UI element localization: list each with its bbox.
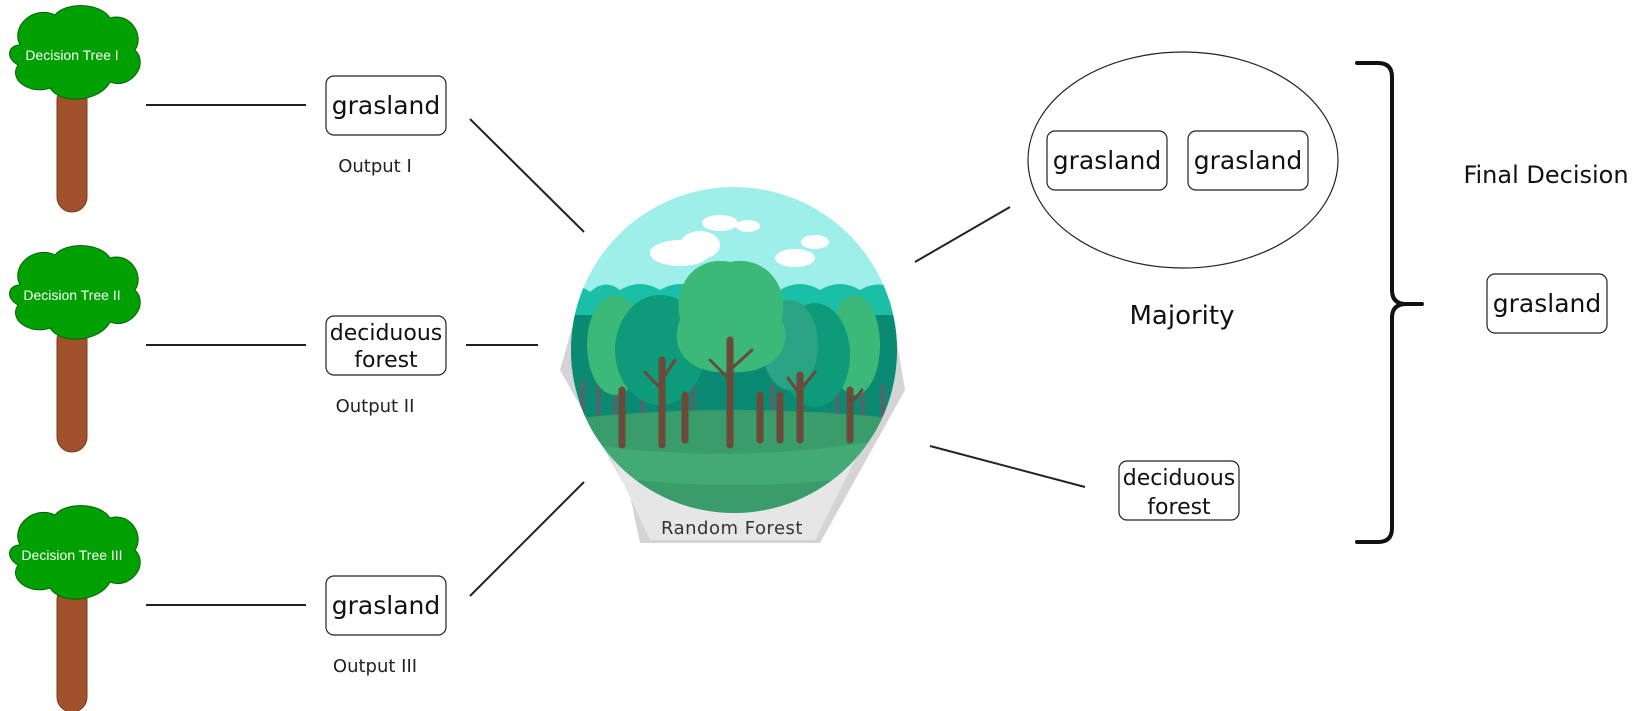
output-value-line-2: forest (354, 348, 418, 373)
output-value: grasland (332, 91, 440, 120)
output-2: deciduous forest Output II (325, 315, 447, 417)
decision-tree-2: Decision Tree II (9, 245, 141, 453)
tree-crown (9, 5, 141, 100)
output-caption: Output II (336, 396, 415, 417)
minority-value-line-2: forest (1147, 495, 1211, 520)
majority-box-2 (1187, 130, 1309, 191)
majority-label: Majority (1130, 301, 1235, 331)
tree-crown (9, 245, 141, 340)
minority-value-line-1: deciduous (1123, 466, 1235, 491)
majority-value-2: grasland (1194, 146, 1302, 175)
majority-box-1 (1046, 130, 1168, 191)
decision-tree-label: Decision Tree III (21, 547, 122, 563)
minority-box (1118, 460, 1240, 521)
output-box (325, 315, 447, 376)
branches (643, 348, 864, 407)
final-decision-box (1486, 273, 1608, 334)
output-value-line-1: deciduous (330, 321, 442, 346)
output-box (325, 75, 447, 136)
tree-canopy-main (676, 260, 786, 373)
connector-line (469, 118, 585, 233)
output-caption: Output III (333, 656, 417, 677)
decision-tree-label: Decision Tree II (23, 287, 120, 303)
minority-group: deciduous forest (1118, 460, 1240, 521)
curly-brace (1355, 61, 1424, 544)
forest-scene (571, 187, 897, 513)
random-forest-illustration: Random Forest (560, 187, 905, 543)
tree-crown (9, 505, 141, 600)
ground-light (571, 435, 897, 485)
output-caption: Output I (338, 156, 412, 177)
final-decision-group: Final Decision grasland (1463, 161, 1629, 334)
front-trunks (618, 336, 854, 449)
majority-value-1: grasland (1053, 146, 1161, 175)
connector-line (914, 206, 1011, 263)
cloud (650, 215, 829, 267)
tree-trunk (56, 324, 88, 453)
tree-trunk (56, 584, 88, 711)
decision-tree-3: Decision Tree III (9, 505, 141, 711)
tree-trunk (56, 84, 88, 213)
output-box (325, 575, 447, 636)
decision-tree-1: Decision Tree I (9, 5, 141, 213)
output-value: grasland (332, 591, 440, 620)
final-decision-label: Final Decision (1463, 161, 1628, 189)
majority-ellipse (1027, 51, 1339, 269)
connector-line (469, 481, 585, 597)
random-forest-label: Random Forest (661, 518, 803, 539)
decision-tree-label: Decision Tree I (25, 47, 118, 63)
majority-group: grasland grasland Majority (1027, 51, 1339, 331)
output-3: grasland Output III (325, 575, 447, 677)
output-1: grasland Output I (325, 75, 447, 177)
connector-line (929, 445, 1086, 488)
final-decision-value: grasland (1493, 289, 1601, 318)
